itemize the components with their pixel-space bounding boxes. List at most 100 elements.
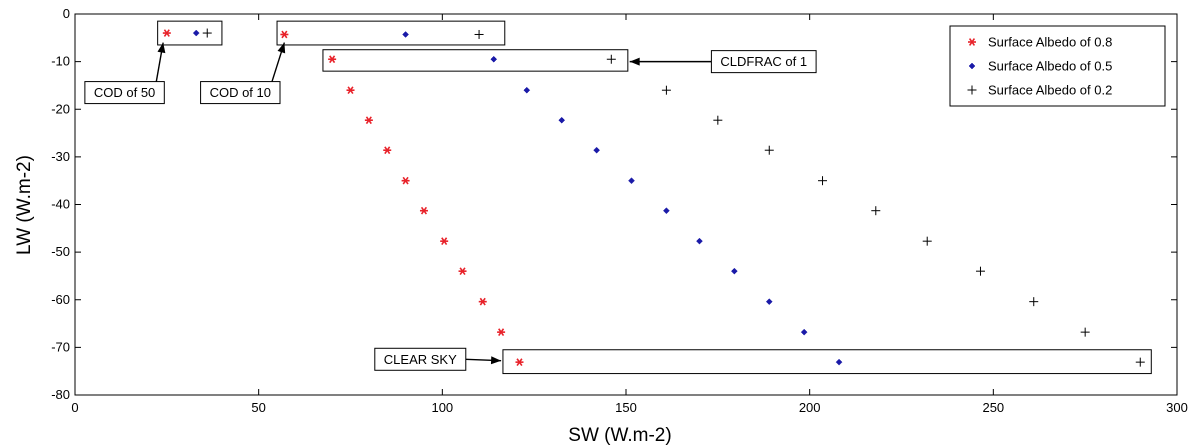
data-point bbox=[765, 298, 773, 306]
data-point bbox=[458, 267, 467, 276]
data-point bbox=[661, 85, 671, 95]
legend-marker bbox=[967, 85, 977, 95]
annotations: COD of 50 COD of 10 CLDFRAC of 1 CLEAR SKY bbox=[84, 42, 817, 371]
data-point bbox=[364, 116, 373, 125]
data-point bbox=[523, 86, 531, 94]
data-point bbox=[497, 328, 506, 336]
legend-marker bbox=[968, 38, 976, 46]
data-point bbox=[1080, 327, 1090, 337]
annotation-label: COD of 50 bbox=[94, 85, 155, 100]
legend-entry: Surface Albedo of 0.2 bbox=[967, 83, 1112, 98]
data-point bbox=[419, 206, 428, 215]
y-tick-label: -70 bbox=[51, 339, 70, 354]
marker-stroke bbox=[516, 358, 523, 367]
marker-shape bbox=[628, 177, 635, 185]
annotation: CLDFRAC of 1 bbox=[629, 50, 817, 74]
data-point bbox=[401, 176, 410, 185]
marker-shape bbox=[765, 298, 773, 306]
legend-marker bbox=[968, 62, 976, 70]
data-point bbox=[346, 86, 355, 95]
annotation: COD of 50 bbox=[84, 42, 166, 105]
legend-entry: Surface Albedo of 0.5 bbox=[968, 59, 1112, 74]
marker-stroke bbox=[459, 267, 466, 276]
annotation-arrow-head bbox=[629, 57, 640, 66]
legend-label: Surface Albedo of 0.5 bbox=[988, 59, 1112, 74]
annotation: COD of 10 bbox=[200, 42, 286, 105]
data-point bbox=[558, 116, 566, 124]
marker-stroke bbox=[163, 29, 170, 37]
data-point bbox=[764, 145, 774, 155]
marker-shape bbox=[731, 267, 738, 275]
y-tick-label: 0 bbox=[63, 6, 70, 21]
data-point bbox=[713, 115, 723, 125]
group-box bbox=[502, 349, 1152, 375]
annotation-label: COD of 10 bbox=[210, 85, 271, 100]
data-series bbox=[162, 28, 1145, 367]
x-tick-label: 250 bbox=[982, 400, 1004, 415]
x-axis-title: SW (W.m-2) bbox=[568, 425, 671, 446]
marker-shape bbox=[800, 328, 808, 336]
data-point bbox=[1135, 357, 1145, 367]
group-box bbox=[157, 20, 223, 46]
marker-shape bbox=[968, 62, 976, 70]
annotation-label: CLEAR SKY bbox=[384, 352, 457, 367]
legend-entry: Surface Albedo of 0.8 bbox=[968, 35, 1112, 50]
y-tick-label: -30 bbox=[51, 149, 70, 164]
annotation-box bbox=[200, 81, 281, 105]
data-point bbox=[515, 358, 524, 367]
marker-shape bbox=[696, 237, 703, 245]
data-point bbox=[975, 266, 985, 276]
group-box bbox=[322, 49, 629, 72]
marker-stroke bbox=[347, 86, 354, 95]
x-axis: 0 50 100 150 200 250 300 bbox=[71, 14, 1188, 415]
marker-shape bbox=[490, 55, 498, 63]
data-point bbox=[478, 297, 487, 306]
y-tick-label: -10 bbox=[51, 54, 70, 69]
annotation-box bbox=[84, 81, 165, 105]
series bbox=[202, 28, 1145, 367]
y-axis-title: LW (W.m-2) bbox=[14, 155, 35, 255]
data-point bbox=[280, 30, 289, 39]
x-tick-label: 150 bbox=[615, 400, 637, 415]
data-point bbox=[922, 236, 932, 246]
marker-stroke bbox=[420, 206, 428, 215]
data-point bbox=[696, 237, 703, 245]
marker-stroke bbox=[402, 176, 409, 185]
data-point bbox=[835, 358, 843, 366]
data-point bbox=[383, 146, 392, 155]
marker-shape bbox=[192, 29, 200, 37]
y-tick-label: -40 bbox=[51, 197, 70, 212]
data-point bbox=[490, 55, 498, 63]
data-point bbox=[1029, 297, 1039, 307]
marker-shape bbox=[402, 31, 409, 38]
y-tick-label: -60 bbox=[51, 292, 70, 307]
legend: Surface Albedo of 0.8 Surface Albedo of 0… bbox=[949, 25, 1166, 107]
data-point bbox=[663, 207, 670, 215]
y-axis: 0 -10 -20 -30 -40 -50 -60 -70 -80 bbox=[51, 6, 1177, 402]
marker-stroke bbox=[365, 116, 372, 125]
data-point bbox=[192, 29, 200, 37]
marker-shape bbox=[663, 207, 670, 215]
x-tick-label: 0 bbox=[71, 400, 78, 415]
marker-stroke bbox=[968, 38, 976, 46]
marker-shape bbox=[835, 358, 843, 366]
data-point bbox=[606, 54, 616, 64]
marker-stroke bbox=[384, 146, 391, 155]
annotation: CLEAR SKY bbox=[374, 347, 502, 371]
marker-stroke bbox=[329, 55, 336, 64]
annotation-label: CLDFRAC of 1 bbox=[720, 54, 807, 69]
data-point bbox=[731, 267, 738, 275]
data-point bbox=[871, 206, 881, 216]
y-tick-label: -20 bbox=[51, 101, 70, 116]
annotation-boxes bbox=[157, 20, 1152, 375]
data-point bbox=[818, 176, 828, 186]
data-point bbox=[202, 28, 212, 38]
data-point bbox=[402, 31, 409, 38]
series bbox=[162, 29, 524, 367]
marker-shape bbox=[523, 86, 531, 94]
data-point bbox=[628, 177, 635, 185]
data-point bbox=[162, 29, 171, 37]
annotation-arrow-head bbox=[490, 356, 502, 365]
legend-label: Surface Albedo of 0.2 bbox=[988, 83, 1112, 98]
